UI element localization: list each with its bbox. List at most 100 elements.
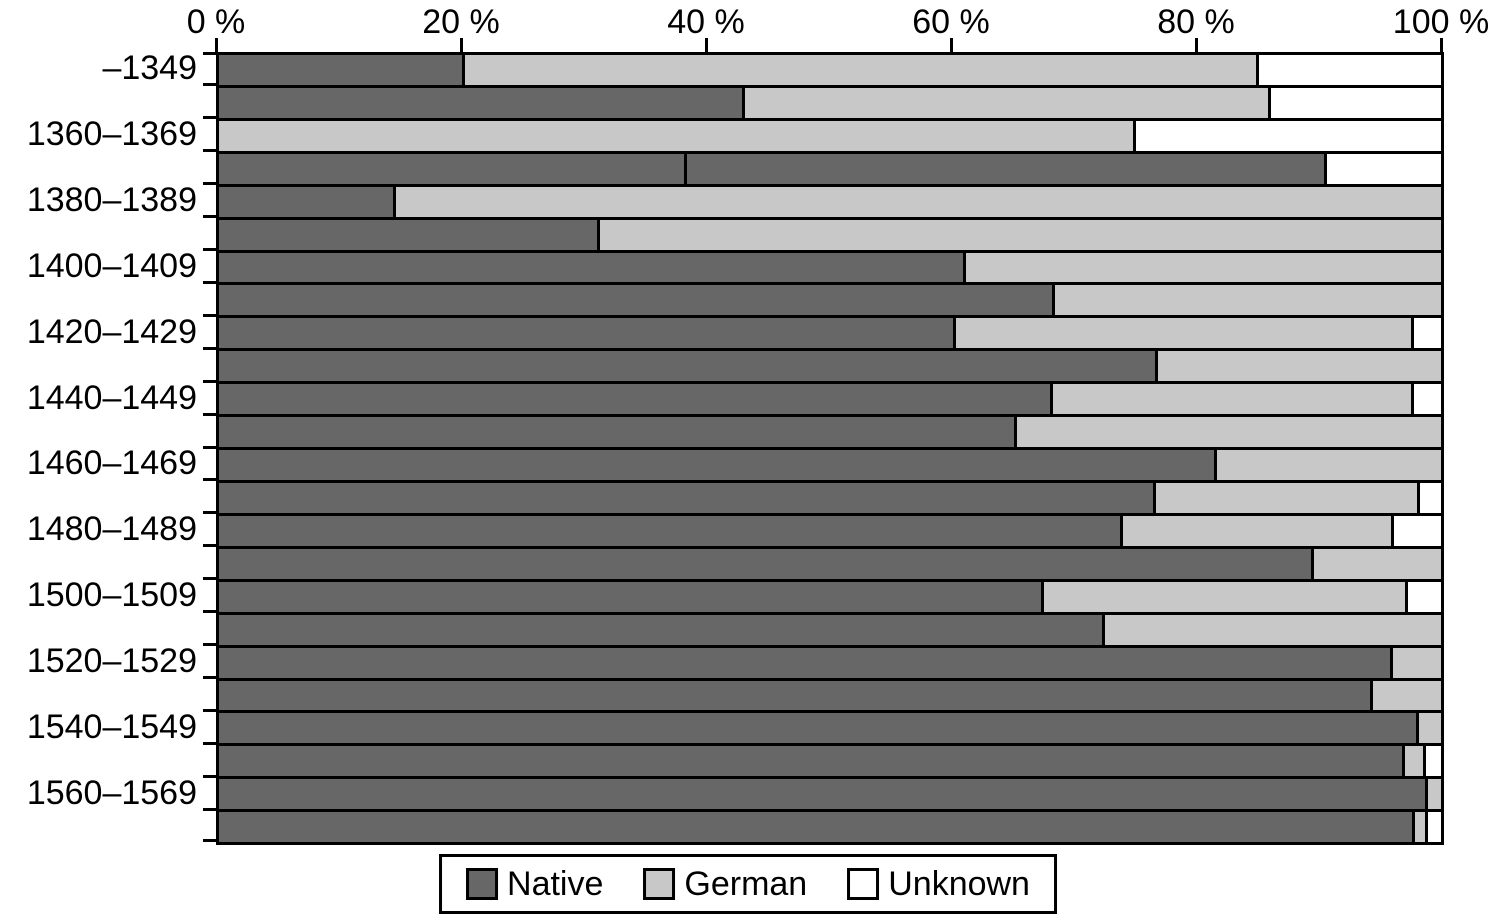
- y-axis-tick: [203, 215, 216, 219]
- bar-row: [219, 450, 1444, 483]
- y-axis-tick: [203, 280, 216, 284]
- y-axis-label: 1540–1549: [26, 707, 197, 746]
- bar-segment-german: [396, 186, 1444, 217]
- y-axis-tick: [203, 741, 216, 745]
- bar-segment-unknown: [1414, 318, 1444, 349]
- legend-swatch-unknown: [847, 868, 880, 900]
- bar-segment-native: [219, 186, 397, 217]
- bar-segment-native: [219, 450, 1217, 480]
- x-tick-label: 80 %: [1157, 3, 1235, 41]
- y-axis-label: 1520–1529: [26, 641, 197, 680]
- bar-segment-unknown: [1326, 153, 1444, 184]
- bar-row: [219, 153, 1444, 187]
- y-axis-labels: –1349 1360–1369 1380–1389 1400–1409 1420–142…: [0, 52, 197, 842]
- x-axis: 0 % 20 % 40 % 60 % 80 % 100 %: [187, 0, 1489, 52]
- x-axis-tick: [1439, 38, 1443, 52]
- bar-segment-native: [219, 647, 1394, 678]
- y-axis-tick: [203, 708, 216, 712]
- bar-row: [219, 581, 1444, 615]
- bar-row: [219, 55, 1445, 88]
- bar-segment-german: [1372, 680, 1444, 711]
- bar-segment-unknown: [1408, 581, 1444, 612]
- y-axis-tick: [203, 610, 216, 614]
- bar-segment-native: [219, 318, 957, 349]
- bar-segment-unknown: [1258, 55, 1445, 85]
- bar-segment-native: [219, 779, 1428, 810]
- bar-row: [219, 812, 1444, 846]
- bar-segment-unknown: [1414, 384, 1444, 415]
- y-axis-tick: [203, 577, 216, 581]
- bar-segment-german: [1123, 515, 1394, 546]
- bar-row: [219, 285, 1444, 319]
- legend: Native German Unknown: [439, 854, 1057, 914]
- bar-segment-native: [219, 482, 1156, 513]
- x-tick-label: 40 %: [667, 3, 745, 41]
- bar-segment-german: [1405, 746, 1427, 777]
- bar-segment-unknown: [1393, 515, 1444, 546]
- bar-row: [219, 384, 1444, 418]
- bar-segment-native: [219, 55, 466, 85]
- bar-segment-german: [965, 252, 1444, 283]
- bar-segment-native: [219, 153, 687, 184]
- bar-segment-native: [219, 746, 1406, 777]
- bar-segment-unknown: [1420, 482, 1444, 513]
- y-axis-tick: [203, 83, 216, 87]
- bar-row: [219, 318, 1444, 352]
- x-tick-label: 100 %: [1392, 3, 1490, 41]
- bar-row: [219, 680, 1444, 714]
- legend-swatch-german: [643, 868, 676, 900]
- bar-row: [219, 515, 1444, 549]
- y-axis-label: 1360–1369: [26, 115, 197, 154]
- legend-label: Unknown: [888, 865, 1030, 903]
- bar-row: [219, 614, 1444, 648]
- bar-row: [219, 548, 1444, 582]
- bar-row: [219, 219, 1444, 253]
- y-axis-label: 1560–1569: [26, 773, 197, 812]
- bar-row: [219, 417, 1444, 451]
- y-axis-tick: [203, 544, 216, 548]
- x-axis-tick: [949, 38, 953, 52]
- x-tick-label: 60 %: [912, 3, 990, 41]
- bar-segment-native: [219, 219, 600, 250]
- y-axis-tick: [203, 182, 216, 186]
- bar-segment-unknown: [1427, 812, 1444, 843]
- legend-item-unknown: Unknown: [847, 867, 1030, 901]
- legend-item-native: Native: [466, 867, 603, 901]
- y-axis-tick: [203, 774, 216, 778]
- bar-segment-german: [1419, 713, 1444, 744]
- bar-segment-native: [219, 87, 745, 118]
- bar-row: [219, 87, 1444, 121]
- bar-segment-german: [1155, 482, 1421, 513]
- bar-segment-native: [219, 812, 1415, 843]
- bar-segment-german: [1052, 384, 1415, 415]
- y-axis-tick: [203, 643, 216, 646]
- legend-item-german: German: [643, 867, 807, 901]
- bar-segment-native: [219, 581, 1045, 612]
- y-axis-label: 1420–1429: [26, 312, 197, 351]
- y-axis-label: 1460–1469: [26, 444, 197, 483]
- y-axis-tick: [203, 807, 216, 811]
- bar-segment-native: [219, 515, 1124, 546]
- bar-segment-german: [1216, 450, 1444, 480]
- bar-row: [219, 120, 1444, 154]
- y-axis-tick: [203, 248, 216, 251]
- y-axis-tick: [203, 675, 216, 679]
- y-axis-tick: [203, 313, 216, 317]
- y-axis-tick: [203, 478, 216, 482]
- y-axis-label: 1440–1449: [26, 378, 197, 417]
- y-axis-label: 1400–1409: [26, 246, 197, 285]
- bar-segment-native: [219, 384, 1053, 415]
- bar-segment-german: [744, 87, 1271, 118]
- bar-row: [219, 779, 1444, 813]
- bar-segment-native: [219, 614, 1105, 645]
- legend-label: German: [684, 865, 808, 903]
- y-axis-tick: [203, 445, 216, 449]
- bar-row: [219, 351, 1444, 385]
- y-axis-tick: [203, 412, 216, 416]
- bar-segment-german: [1016, 417, 1444, 448]
- bar-segment-native: [219, 417, 1017, 448]
- bar-segment-german: [1104, 614, 1444, 645]
- x-axis-tick: [704, 38, 708, 52]
- bar-segment-german: [1314, 548, 1444, 579]
